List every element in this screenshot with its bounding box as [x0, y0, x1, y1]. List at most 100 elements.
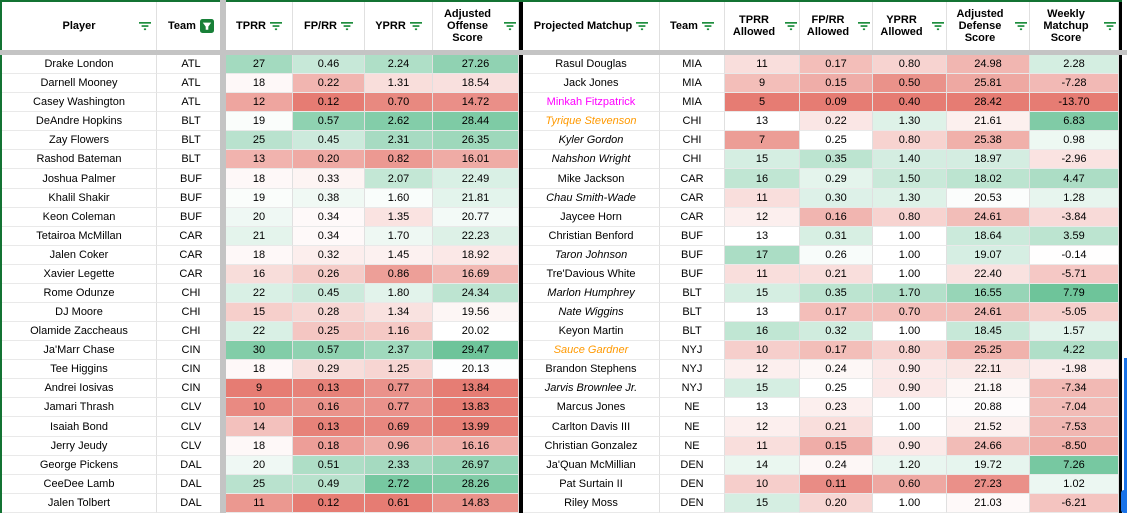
fprr-allowed-cell[interactable]: 0.22: [800, 112, 873, 132]
player-name-cell[interactable]: CeeDee Lamb: [2, 474, 157, 494]
fprr-allowed-cell[interactable]: 0.25: [800, 131, 873, 151]
tprr-allowed-cell[interactable]: 9: [725, 74, 800, 94]
matchup-name-cell[interactable]: Jarvis Brownlee Jr.: [523, 379, 660, 399]
adjusted-defense-score-cell[interactable]: 25.81: [947, 74, 1030, 94]
tprr-allowed-cell[interactable]: 13: [725, 303, 800, 323]
team-cell[interactable]: NYJ: [660, 360, 725, 380]
team-cell[interactable]: ATL: [157, 93, 226, 113]
fprr-allowed-cell[interactable]: 0.09: [800, 93, 873, 113]
team-cell[interactable]: BLT: [660, 283, 725, 304]
team-cell[interactable]: DEN: [660, 493, 725, 513]
filter-lines-icon[interactable]: [1104, 21, 1116, 31]
weekly-matchup-score-cell[interactable]: 1.28: [1030, 188, 1119, 208]
team-cell[interactable]: CAR: [660, 207, 725, 227]
yprr-cell[interactable]: 1.34: [365, 303, 433, 323]
adjusted-offense-score-cell[interactable]: 13.99: [433, 417, 519, 437]
yprr-cell[interactable]: 0.86: [365, 264, 433, 284]
player-name-cell[interactable]: Jamari Thrash: [2, 398, 157, 418]
team-cell[interactable]: CLV: [157, 436, 226, 456]
matchup-name-cell[interactable]: Keyon Martin: [523, 322, 660, 342]
yprr-cell[interactable]: 0.69: [365, 417, 433, 437]
tprr-allowed-cell[interactable]: 13: [725, 112, 800, 132]
fprr-allowed-cell[interactable]: 0.15: [800, 436, 873, 456]
team-cell[interactable]: BUF: [660, 226, 725, 246]
team-cell[interactable]: BLT: [157, 131, 226, 151]
adjusted-offense-score-cell[interactable]: 26.97: [433, 455, 519, 475]
weekly-matchup-score-cell[interactable]: 2.28: [1030, 55, 1119, 75]
frozen-pane-divider[interactable]: [220, 0, 226, 513]
yprr-cell[interactable]: 0.77: [365, 398, 433, 418]
adjusted-defense-score-cell[interactable]: 18.45: [947, 322, 1030, 342]
player-name-cell[interactable]: Jerry Jeudy: [2, 436, 157, 456]
matchup-name-cell[interactable]: Sauce Gardner: [523, 341, 660, 361]
fprr-cell[interactable]: 0.45: [293, 283, 365, 304]
fprr-allowed-cell[interactable]: 0.35: [800, 150, 873, 170]
matchup-name-cell[interactable]: Tyrique Stevenson: [523, 112, 660, 132]
player-name-cell[interactable]: George Pickens: [2, 455, 157, 475]
team-cell[interactable]: NE: [660, 436, 725, 456]
fprr-allowed-cell[interactable]: 0.21: [800, 264, 873, 284]
weekly-matchup-score-cell[interactable]: -1.98: [1030, 360, 1119, 380]
adjusted-defense-score-cell[interactable]: 16.55: [947, 283, 1030, 304]
adjusted-defense-score-cell[interactable]: 27.23: [947, 474, 1030, 494]
tprr-cell[interactable]: 20: [226, 455, 293, 475]
weekly-matchup-score-cell[interactable]: -7.34: [1030, 379, 1119, 399]
adjusted-offense-score-cell[interactable]: 20.77: [433, 207, 519, 227]
column-header-team[interactable]: Team: [157, 2, 226, 50]
matchup-name-cell[interactable]: Mike Jackson: [523, 169, 660, 189]
tprr-cell[interactable]: 15: [226, 303, 293, 323]
matchup-name-cell[interactable]: Kyler Gordon: [523, 131, 660, 151]
weekly-matchup-score-cell[interactable]: -5.05: [1030, 303, 1119, 323]
fprr-cell[interactable]: 0.38: [293, 188, 365, 208]
team-cell[interactable]: NE: [660, 398, 725, 418]
filter-lines-icon[interactable]: [504, 21, 516, 31]
team-cell[interactable]: DEN: [660, 455, 725, 475]
yprr-cell[interactable]: 1.31: [365, 74, 433, 94]
adjusted-defense-score-cell[interactable]: 25.25: [947, 341, 1030, 361]
yprr-cell[interactable]: 1.45: [365, 245, 433, 265]
fprr-cell[interactable]: 0.29: [293, 360, 365, 380]
yprr-cell[interactable]: 1.25: [365, 360, 433, 380]
yprr-allowed-cell[interactable]: 0.50: [873, 74, 947, 94]
adjusted-defense-score-cell[interactable]: 21.52: [947, 417, 1030, 437]
fprr-cell[interactable]: 0.25: [293, 322, 365, 342]
yprr-allowed-cell[interactable]: 1.50: [873, 169, 947, 189]
filter-lines-icon[interactable]: [269, 21, 282, 31]
tprr-cell[interactable]: 18: [226, 436, 293, 456]
adjusted-offense-score-cell[interactable]: 18.54: [433, 74, 519, 94]
fprr-allowed-cell[interactable]: 0.30: [800, 188, 873, 208]
adjusted-offense-score-cell[interactable]: 16.16: [433, 436, 519, 456]
adjusted-offense-score-cell[interactable]: 13.84: [433, 379, 519, 399]
tprr-cell[interactable]: 13: [226, 150, 293, 170]
fprr-cell[interactable]: 0.12: [293, 493, 365, 513]
matchup-name-cell[interactable]: Nahshon Wright: [523, 150, 660, 170]
tprr-allowed-cell[interactable]: 13: [725, 226, 800, 246]
fprr-cell[interactable]: 0.34: [293, 226, 365, 246]
matchup-name-cell[interactable]: Chau Smith-Wade: [523, 188, 660, 208]
tprr-allowed-cell[interactable]: 11: [725, 188, 800, 208]
player-name-cell[interactable]: Rome Odunze: [2, 283, 157, 304]
filter-lines-icon[interactable]: [636, 21, 649, 31]
tprr-cell[interactable]: 18: [226, 360, 293, 380]
tprr-allowed-cell[interactable]: 15: [725, 283, 800, 304]
team-cell[interactable]: CAR: [157, 264, 226, 284]
column-header-projected-matchup[interactable]: Projected Matchup: [523, 2, 660, 50]
team-cell[interactable]: MIA: [660, 55, 725, 75]
yprr-cell[interactable]: 1.80: [365, 283, 433, 304]
fprr-cell[interactable]: 0.49: [293, 474, 365, 494]
tprr-cell[interactable]: 18: [226, 245, 293, 265]
yprr-allowed-cell[interactable]: 1.30: [873, 112, 947, 132]
tprr-cell[interactable]: 21: [226, 226, 293, 246]
team-cell[interactable]: ATL: [157, 55, 226, 75]
tprr-cell[interactable]: 22: [226, 322, 293, 342]
matchup-name-cell[interactable]: Tre'Davious White: [523, 264, 660, 284]
yprr-allowed-cell[interactable]: 0.70: [873, 303, 947, 323]
adjusted-offense-score-cell[interactable]: 19.56: [433, 303, 519, 323]
filter-lines-icon[interactable]: [139, 21, 151, 31]
tprr-allowed-cell[interactable]: 15: [725, 150, 800, 170]
adjusted-defense-score-cell[interactable]: 28.42: [947, 93, 1030, 113]
fprr-allowed-cell[interactable]: 0.23: [800, 398, 873, 418]
fprr-allowed-cell[interactable]: 0.25: [800, 379, 873, 399]
column-header-player[interactable]: Player: [2, 2, 157, 50]
fprr-cell[interactable]: 0.16: [293, 398, 365, 418]
